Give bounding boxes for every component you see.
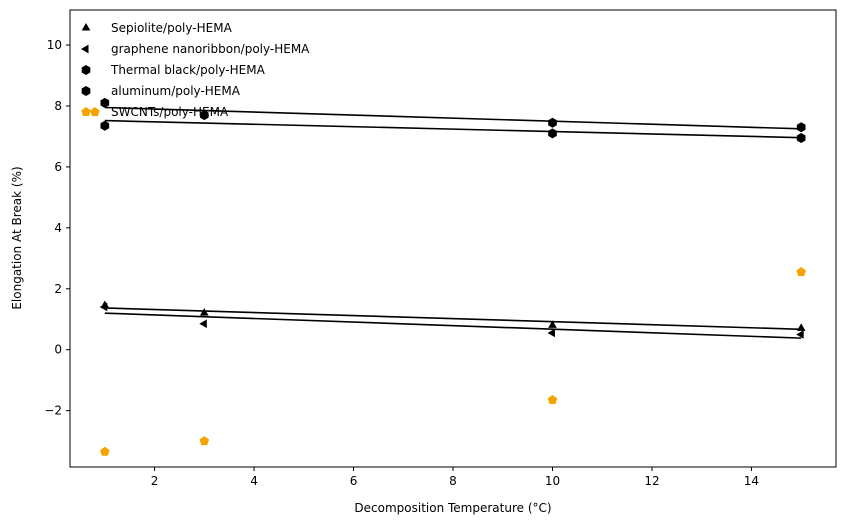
data-point (548, 117, 557, 128)
fit-line (104, 312, 802, 339)
data-point (100, 97, 110, 108)
y-tick-label: 8 (54, 99, 62, 113)
legend-entry-label: Thermal black/poly-HEMA (110, 63, 266, 77)
x-tick-label: 6 (350, 474, 358, 488)
legend-marker (81, 23, 91, 31)
data-point (199, 308, 209, 316)
legend: Sepiolite/poly-HEMA graphene nanoribbon/p… (81, 21, 310, 119)
x-tick-label: 12 (644, 474, 659, 488)
data-point (548, 128, 557, 139)
data-points (90, 97, 806, 456)
y-axis-ticks: −2 0 2 4 6 8 10 (44, 38, 70, 418)
data-point (547, 394, 558, 405)
data-point (100, 120, 110, 131)
data-point (100, 446, 110, 456)
fit-line (104, 307, 802, 331)
x-tick-label: 8 (449, 474, 457, 488)
data-point (796, 323, 806, 331)
legend-entry-label: SWCNTs/poly-HEMA (111, 105, 229, 119)
data-point (90, 107, 100, 117)
data-point (548, 320, 557, 328)
legend-entry-label: graphene nanoribbon/poly-HEMA (111, 42, 310, 56)
data-point (199, 110, 209, 121)
legend-entry-label: aluminum/poly-HEMA (111, 84, 241, 98)
data-point (199, 436, 210, 446)
x-tick-label: 14 (744, 474, 759, 488)
y-tick-label: −2 (44, 404, 62, 418)
legend-marker (81, 107, 91, 117)
plot-area (69, 9, 837, 468)
y-tick-label: 4 (54, 221, 62, 235)
data-point (99, 302, 108, 312)
data-point (796, 122, 806, 133)
y-axis-label: Elongation At Break (%) (10, 166, 24, 309)
x-axis-label: Decomposition Temperature (°C) (354, 501, 551, 515)
data-point (547, 328, 555, 338)
legend-marker (81, 86, 91, 96)
legend-marker (81, 65, 91, 75)
fit-line (104, 119, 802, 139)
y-tick-label: 2 (54, 282, 62, 296)
x-tick-label: 4 (250, 474, 258, 488)
x-tick-label: 10 (545, 474, 560, 488)
x-axis-ticks: 2 4 6 8 10 12 14 (151, 467, 759, 488)
y-tick-label: 6 (54, 160, 62, 174)
data-point (796, 132, 806, 143)
fit-lines (104, 106, 802, 339)
data-point (796, 330, 804, 339)
legend-marker (81, 44, 89, 54)
fit-line (104, 106, 802, 130)
legend-entry-label: Sepiolite/poly-HEMA (111, 21, 233, 35)
y-tick-label: 10 (47, 38, 62, 52)
y-tick-label: 0 (54, 343, 62, 357)
data-point (796, 267, 806, 277)
data-point (199, 319, 207, 329)
x-tick-label: 2 (151, 474, 159, 488)
